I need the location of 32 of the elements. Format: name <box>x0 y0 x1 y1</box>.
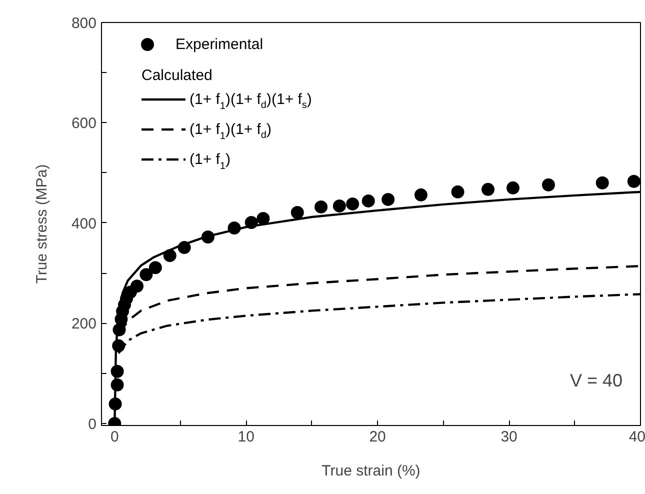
y-tick-label: 800 <box>71 15 97 32</box>
annotation: V = 40 <box>570 370 623 390</box>
point <box>148 261 162 274</box>
point <box>256 212 270 225</box>
y-tick-label: 200 <box>71 316 97 333</box>
point <box>314 200 328 214</box>
point <box>414 188 428 202</box>
legend-label: Experimental <box>176 36 264 53</box>
y-tick-label: 400 <box>71 216 97 232</box>
x-axis-title: True strain (%) <box>322 462 420 480</box>
x-tick-label: 30 <box>500 428 518 446</box>
point <box>506 181 520 194</box>
point <box>627 174 640 188</box>
point <box>362 194 375 208</box>
y-tick-label: 0 <box>88 416 96 433</box>
point <box>482 182 494 196</box>
point <box>451 185 464 198</box>
x-tick-label: 40 <box>628 428 645 446</box>
y-axis-title: True stress (MPa) <box>33 164 50 284</box>
point <box>346 197 360 210</box>
x-tick-label: 0 <box>110 428 119 446</box>
point <box>140 268 153 282</box>
x-tick-label: 20 <box>369 428 386 446</box>
point <box>596 176 609 190</box>
point <box>332 199 346 212</box>
point <box>542 178 555 192</box>
point <box>130 280 144 293</box>
point <box>290 206 304 219</box>
point <box>382 192 395 206</box>
legend-title: Calculated <box>142 67 212 84</box>
y-tick-label: 600 <box>71 115 97 132</box>
x-tick-label: 10 <box>238 428 254 446</box>
